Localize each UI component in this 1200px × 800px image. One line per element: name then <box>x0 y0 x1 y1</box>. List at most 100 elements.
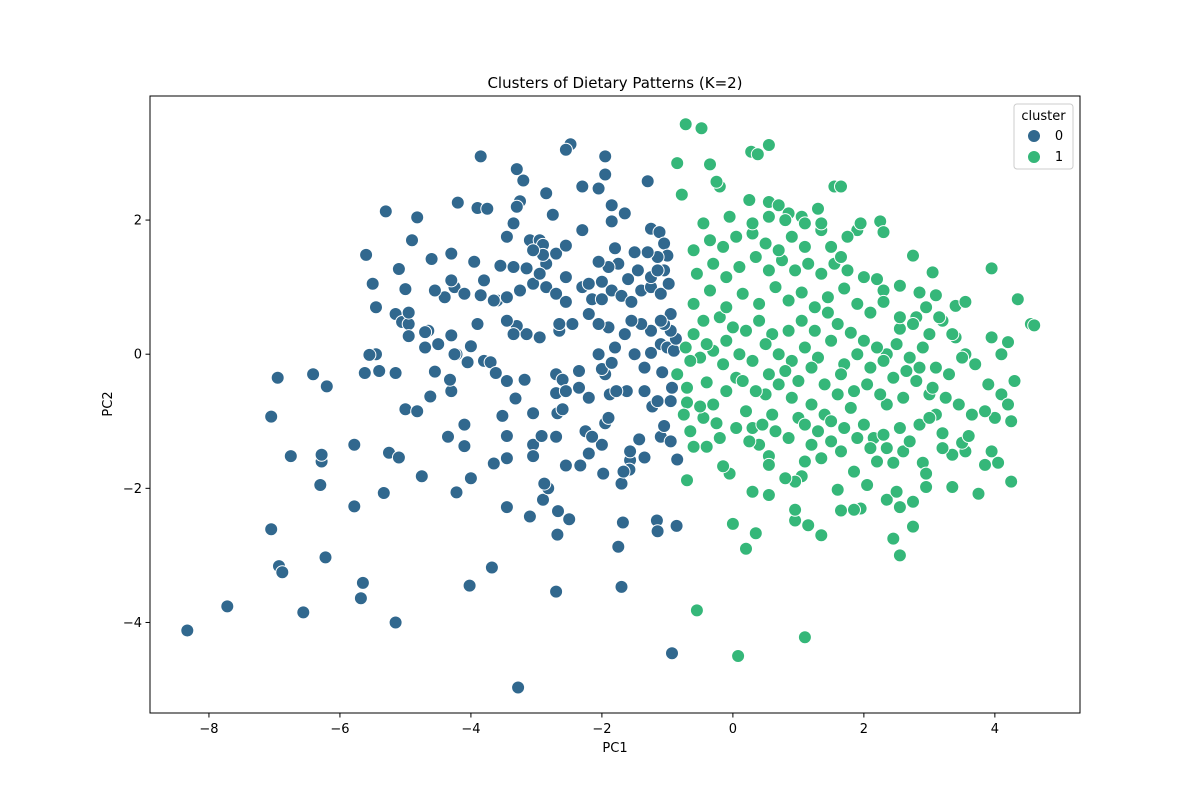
data-point-cluster-1 <box>804 397 819 412</box>
data-point-cluster-1 <box>964 407 979 422</box>
data-point-cluster-1 <box>804 360 819 375</box>
data-point-cluster-1 <box>784 229 799 244</box>
data-point-cluster-0 <box>591 254 606 269</box>
data-point-cluster-0 <box>598 149 613 164</box>
y-tick-label: −4 <box>123 616 142 631</box>
data-point-cluster-1 <box>703 157 717 172</box>
data-point-cluster-1 <box>771 347 786 362</box>
data-point-cluster-1 <box>1007 374 1022 388</box>
data-point-cluster-1 <box>906 317 920 331</box>
data-point-cluster-1 <box>824 239 839 254</box>
data-point-cluster-0 <box>575 179 590 194</box>
data-point-cluster-1 <box>719 333 734 348</box>
axes-layer: −8 −6 −4 −2 0 2 4 −4 −2 0 2 <box>123 214 999 737</box>
data-point-cluster-0 <box>565 317 580 331</box>
data-point-cluster-0 <box>657 236 672 251</box>
data-point-cluster-0 <box>516 173 531 188</box>
data-point-cluster-0 <box>220 599 235 614</box>
data-point-cluster-0 <box>640 245 655 260</box>
data-point-cluster-1 <box>892 500 907 515</box>
data-point-cluster-0 <box>450 195 465 210</box>
data-point-cluster-1 <box>824 434 839 449</box>
data-point-cluster-1 <box>814 451 829 466</box>
data-point-cluster-1 <box>978 404 992 419</box>
data-point-cluster-1 <box>850 347 865 362</box>
data-point-cluster-1 <box>719 384 734 399</box>
data-point-cluster-0 <box>552 317 567 331</box>
legend-title: cluster <box>1021 109 1066 124</box>
data-point-cluster-0 <box>319 379 334 394</box>
data-point-cluster-0 <box>369 300 383 315</box>
data-point-cluster-0 <box>462 578 477 593</box>
data-point-cluster-0 <box>549 286 564 301</box>
data-point-cluster-1 <box>750 147 765 162</box>
data-point-cluster-0 <box>318 550 333 565</box>
data-point-cluster-1 <box>876 294 891 309</box>
data-point-cluster-0 <box>264 409 279 424</box>
data-point-cluster-0 <box>594 292 609 307</box>
data-point-cluster-0 <box>630 263 645 278</box>
data-point-cluster-1 <box>752 296 767 311</box>
plot-frame <box>149 95 1081 714</box>
data-point-cluster-1 <box>670 156 685 171</box>
data-point-cluster-1 <box>674 187 689 202</box>
data-point-cluster-0 <box>581 390 596 405</box>
data-point-cluster-1 <box>928 360 943 375</box>
data-point-cluster-0 <box>632 432 647 447</box>
data-point-cluster-0 <box>581 446 596 461</box>
data-point-cluster-0 <box>644 323 658 338</box>
data-point-cluster-0 <box>470 317 485 331</box>
data-point-cluster-1 <box>745 216 760 231</box>
data-point-cluster-1 <box>942 367 956 382</box>
data-point-cluster-0 <box>611 539 626 554</box>
legend: cluster 0 1 <box>1013 103 1074 170</box>
data-point-cluster-1 <box>935 426 950 441</box>
x-tick-label: −4 <box>461 722 480 737</box>
data-point-cluster-1 <box>906 494 920 509</box>
data-point-cluster-1 <box>709 416 724 431</box>
data-point-cluster-0 <box>506 327 521 342</box>
data-point-cluster-0 <box>313 478 328 492</box>
data-point-cluster-1 <box>935 441 950 456</box>
data-point-cluster-0 <box>486 456 501 471</box>
data-point-cluster-1 <box>863 441 878 456</box>
data-point-cluster-1 <box>768 424 783 439</box>
data-point-cluster-0 <box>575 223 590 238</box>
series-cluster-0 <box>180 137 685 695</box>
data-point-cluster-0 <box>623 444 638 459</box>
data-point-cluster-0 <box>463 339 478 354</box>
data-point-cluster-0 <box>627 245 642 260</box>
data-point-cluster-0 <box>663 307 678 321</box>
data-point-cluster-0 <box>264 522 279 537</box>
data-point-cluster-1 <box>712 431 727 445</box>
data-point-cluster-0 <box>457 439 472 454</box>
data-point-cluster-0 <box>534 429 549 443</box>
data-point-cluster-1 <box>1001 397 1015 412</box>
data-point-cluster-1 <box>1027 318 1042 333</box>
legend-label-cluster-0: 0 <box>1055 129 1063 144</box>
data-point-cluster-1 <box>725 516 740 531</box>
data-point-cluster-1 <box>761 138 776 152</box>
data-point-cluster-0 <box>596 466 611 481</box>
data-point-cluster-1 <box>778 471 793 486</box>
data-point-cluster-1 <box>958 294 973 309</box>
data-point-cluster-0 <box>398 282 413 297</box>
data-point-cluster-1 <box>683 424 698 439</box>
data-point-cluster-0 <box>573 458 588 473</box>
data-point-cluster-0 <box>283 449 298 464</box>
data-point-cluster-1 <box>765 327 780 342</box>
data-point-cluster-1 <box>797 239 812 254</box>
data-point-cluster-1 <box>804 437 819 452</box>
data-point-cluster-1 <box>781 293 796 308</box>
data-point-cluster-1 <box>919 300 934 315</box>
data-point-cluster-0 <box>441 429 455 444</box>
data-point-cluster-0 <box>608 340 622 355</box>
data-point-cluster-0 <box>509 162 524 177</box>
data-point-cluster-1 <box>686 327 701 342</box>
data-point-cluster-0 <box>460 355 475 370</box>
data-point-cluster-0 <box>296 605 311 620</box>
data-point-cluster-0 <box>486 293 501 308</box>
data-point-cluster-1 <box>680 395 694 410</box>
data-point-cluster-0 <box>508 391 523 406</box>
data-point-cluster-1 <box>699 337 714 352</box>
